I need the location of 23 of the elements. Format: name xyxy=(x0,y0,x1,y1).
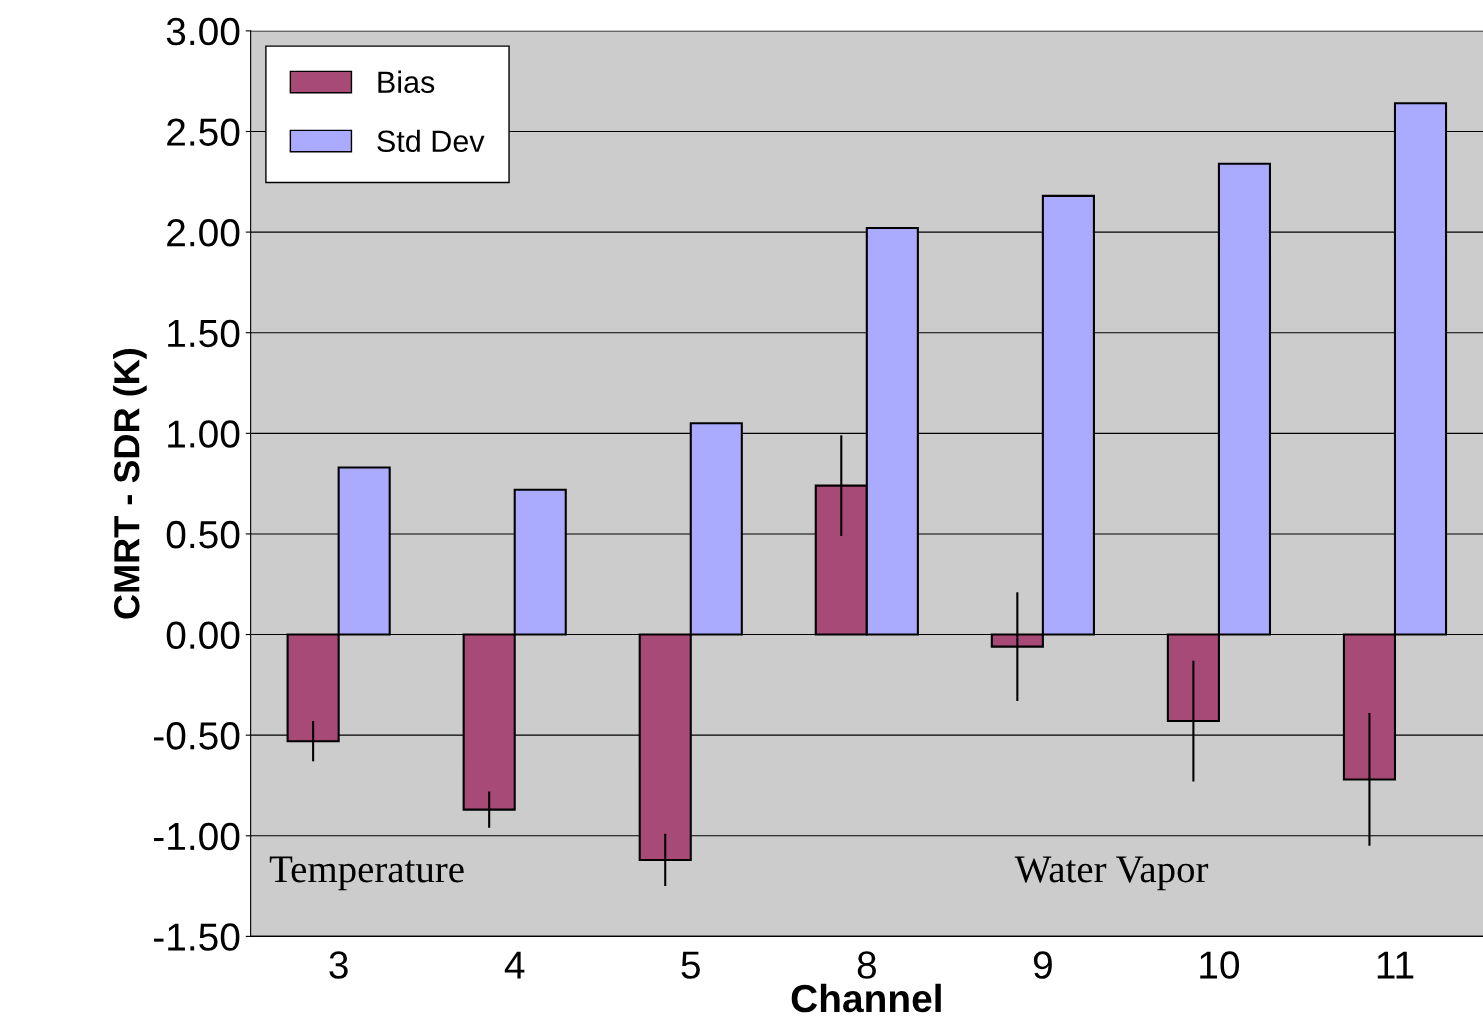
y-tick-label: -0.50 xyxy=(154,722,240,750)
annotation: Temperature xyxy=(269,856,464,891)
x-tick-label: 9 xyxy=(1033,951,1052,979)
y-tick-label: 1.00 xyxy=(168,420,240,448)
y-tick-label: -1.00 xyxy=(154,822,240,851)
y-tick-label: 3.00 xyxy=(166,17,240,46)
x-axis-title: Channel xyxy=(791,983,941,1013)
y-axis-title: CMRT - SDR (K) xyxy=(113,349,147,619)
y-tick-label: 2.00 xyxy=(167,219,240,247)
y-tick-label: 2.50 xyxy=(167,118,240,146)
y-tick-label: 0.00 xyxy=(166,621,240,650)
x-tick-label: 3 xyxy=(329,951,348,979)
x-tick-label: 8 xyxy=(857,951,876,979)
x-tick-label: 4 xyxy=(504,951,525,979)
x-tick-label: 10 xyxy=(1200,951,1240,979)
legend-label: Bias xyxy=(378,70,435,94)
y-tick-label: -1.50 xyxy=(154,923,240,951)
y-tick-label: 0.50 xyxy=(166,520,240,549)
annotation: Water Vapor xyxy=(1014,856,1209,891)
legend-label: Std Dev xyxy=(377,129,485,153)
x-tick-label: 5 xyxy=(681,951,700,979)
x-tick-label: 11 xyxy=(1377,951,1414,979)
y-tick-label: 1.50 xyxy=(168,319,240,348)
